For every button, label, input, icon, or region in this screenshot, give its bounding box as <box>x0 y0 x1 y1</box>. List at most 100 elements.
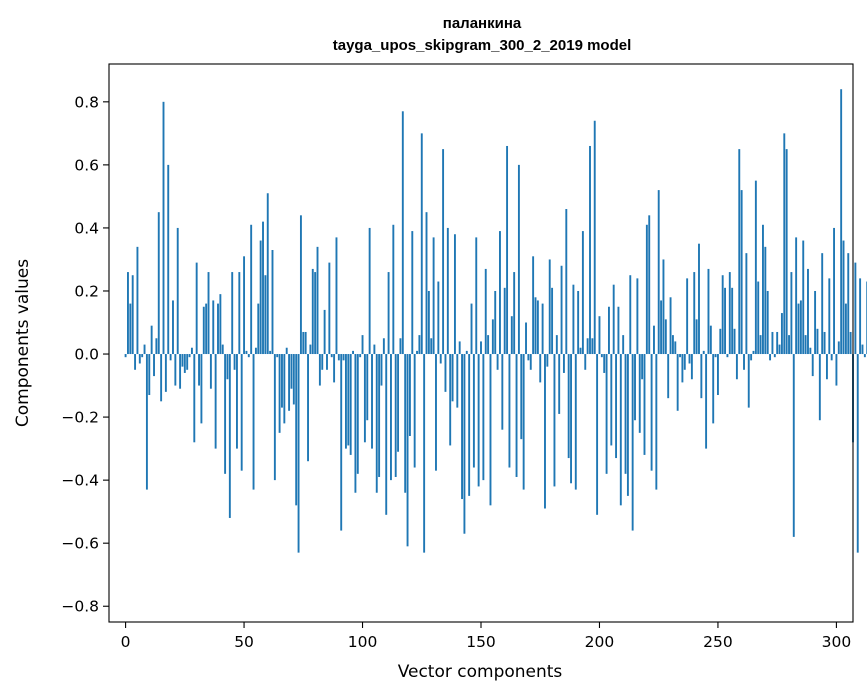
bar-248 <box>712 354 715 424</box>
bar-290 <box>811 354 814 377</box>
bar-238 <box>688 354 691 364</box>
bar-129 <box>430 338 433 355</box>
y-tick-label: 0.4 <box>74 219 99 237</box>
bar-229 <box>667 354 670 399</box>
bar-49 <box>240 354 243 471</box>
bar-57 <box>259 240 262 355</box>
bar-303 <box>842 240 845 355</box>
bar-45 <box>231 272 234 355</box>
bar-172 <box>532 256 535 355</box>
bar-223 <box>653 325 655 355</box>
bar-58 <box>262 221 264 355</box>
bar-100 <box>361 335 364 355</box>
bar-131 <box>435 354 437 471</box>
bar-95 <box>349 354 352 455</box>
bar-93 <box>344 354 347 449</box>
bar-161 <box>506 145 509 355</box>
bar-71 <box>292 354 295 405</box>
bar-31 <box>198 354 200 386</box>
bar-59 <box>264 275 267 355</box>
bar-91 <box>340 354 343 531</box>
bar-7 <box>141 354 144 358</box>
bar-20 <box>172 300 174 355</box>
bar-235 <box>681 354 684 383</box>
bar-220 <box>645 224 648 355</box>
bar-289 <box>809 347 812 355</box>
bar-213 <box>629 275 632 355</box>
bar-78 <box>309 344 312 355</box>
bar-243 <box>700 354 703 399</box>
bar-285 <box>799 300 802 355</box>
bar-32 <box>200 354 203 424</box>
bar-80 <box>314 272 317 355</box>
bar-92 <box>342 354 345 361</box>
bar-72 <box>295 354 298 506</box>
bar-185 <box>562 354 565 373</box>
bar-98 <box>356 354 359 474</box>
bar-119 <box>406 354 409 547</box>
bar-28 <box>190 347 193 355</box>
bar-118 <box>404 354 407 493</box>
y-tick-label: 0.6 <box>74 156 99 174</box>
x-axis-ticks: 0 50 100 150 200 250 300 <box>121 622 851 651</box>
bar-154 <box>489 354 492 506</box>
bar-146 <box>470 303 473 355</box>
x-tick-label: 0 <box>121 633 131 651</box>
bar-55 <box>254 347 257 355</box>
bar-50 <box>243 256 246 355</box>
bar-162 <box>508 354 511 468</box>
bar-311 <box>861 344 864 355</box>
bar-110 <box>385 354 388 515</box>
bar-281 <box>790 272 793 355</box>
bar-171 <box>529 354 532 370</box>
bar-207 <box>615 354 618 459</box>
bar-112 <box>390 354 392 481</box>
bar-152 <box>484 268 487 355</box>
bar-230 <box>669 297 672 355</box>
bar-56 <box>257 303 260 355</box>
bar-236 <box>683 354 686 370</box>
bar-136 <box>446 227 449 355</box>
bar-125 <box>420 133 423 355</box>
bar-189 <box>572 284 575 355</box>
bar-69 <box>288 354 291 411</box>
bar-306 <box>849 331 852 355</box>
bar-43 <box>226 354 229 380</box>
bar-79 <box>311 268 314 355</box>
x-tick-label: 50 <box>234 633 254 651</box>
bar-21 <box>174 354 177 386</box>
bar-190 <box>574 354 577 490</box>
bar-83 <box>321 354 324 370</box>
bar-76 <box>304 331 307 355</box>
bar-241 <box>695 319 698 355</box>
bar-164 <box>513 272 516 355</box>
bar-310 <box>859 278 862 355</box>
bar-282 <box>792 354 795 537</box>
bar-140 <box>456 354 459 408</box>
bar-242 <box>698 243 700 355</box>
bar-74 <box>299 215 302 355</box>
bar-176 <box>541 303 544 355</box>
x-tick-label: 150 <box>466 633 496 651</box>
y-tick-label: −0.8 <box>61 598 99 616</box>
bar-187 <box>567 354 570 459</box>
bar-163 <box>510 316 513 355</box>
bar-135 <box>444 354 447 392</box>
bar-203 <box>605 354 608 474</box>
bar-201 <box>600 354 603 358</box>
bar-231 <box>671 335 674 355</box>
bar-13 <box>155 338 158 355</box>
bar-202 <box>603 354 606 373</box>
bar-51 <box>245 350 248 355</box>
bar-257 <box>733 328 736 355</box>
bar-52 <box>247 354 250 358</box>
bar-15 <box>160 354 163 402</box>
y-tick-label: −0.6 <box>61 535 99 553</box>
bar-219 <box>643 354 646 455</box>
bar-22 <box>176 227 179 355</box>
bar-264 <box>750 354 753 361</box>
bar-149 <box>477 354 480 487</box>
bar-11 <box>150 325 153 355</box>
bar-300 <box>835 354 838 386</box>
